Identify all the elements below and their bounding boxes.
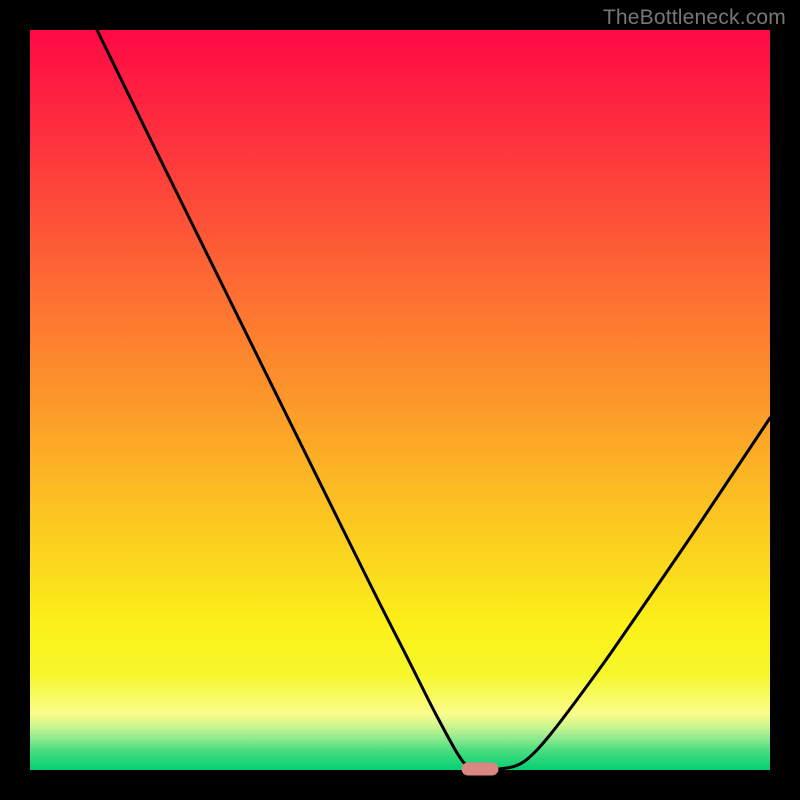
bottleneck-chart: TheBottleneck.com [0,0,800,800]
chart-svg [0,0,800,800]
optimum-marker [462,763,499,776]
chart-background [30,30,770,770]
watermark-text: TheBottleneck.com [603,6,786,30]
